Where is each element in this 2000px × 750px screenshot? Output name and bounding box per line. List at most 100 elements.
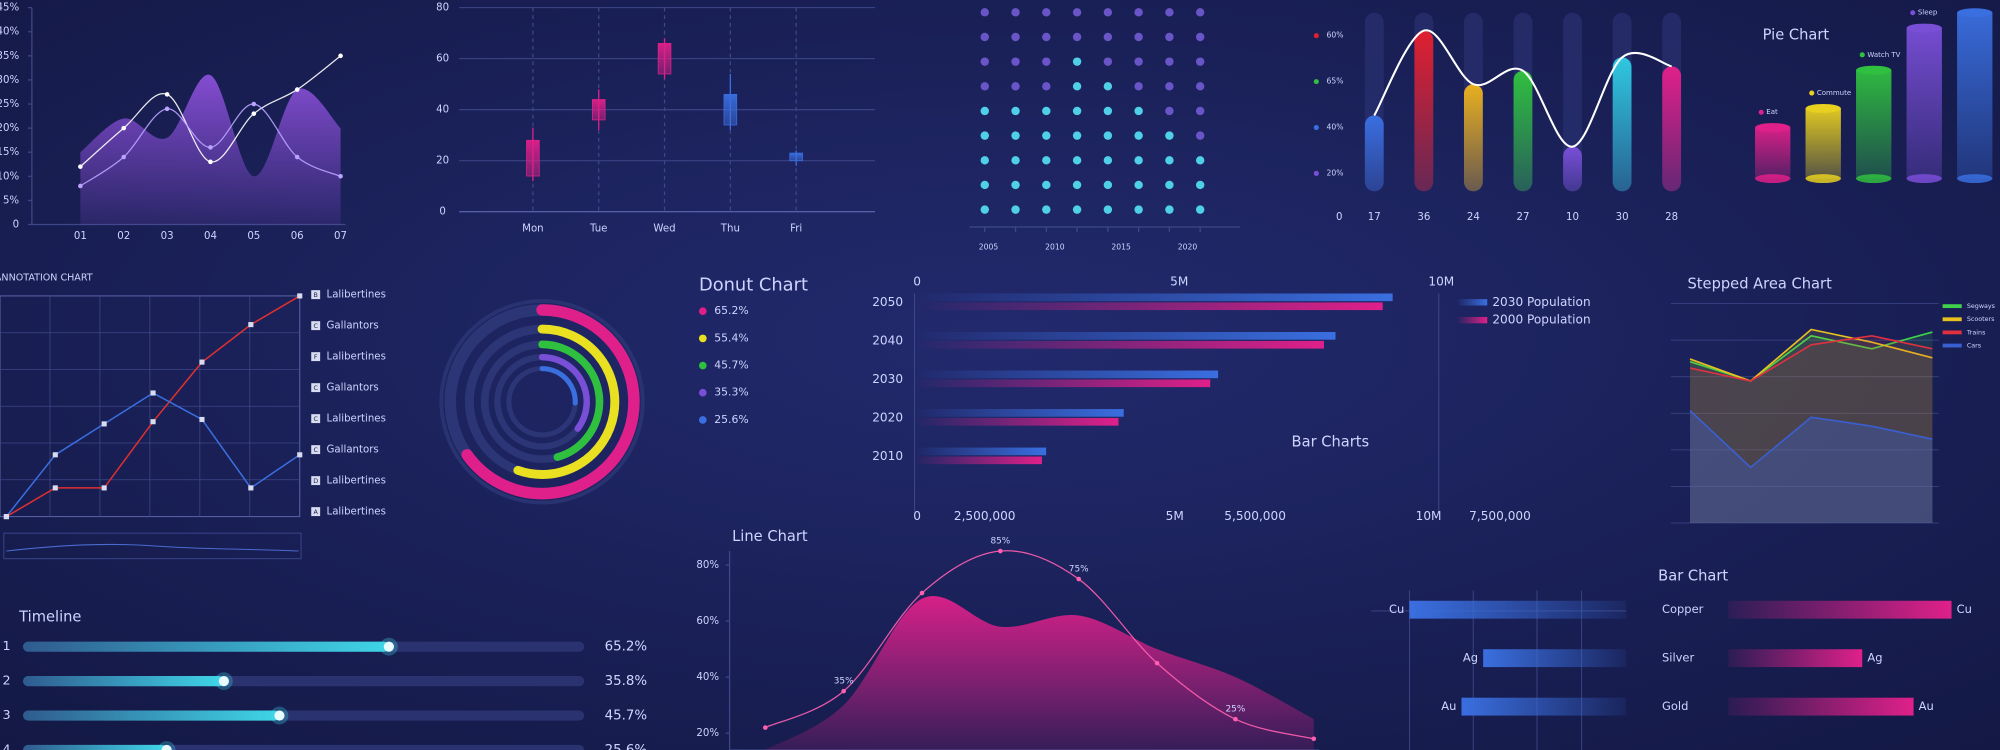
data-label: 25% — [1226, 704, 1246, 714]
dot — [1072, 156, 1082, 165]
point — [208, 159, 213, 165]
cylinder-base — [1906, 174, 1942, 184]
line — [1689, 328, 1933, 382]
dot — [1195, 32, 1205, 42]
annotation-box — [311, 321, 321, 331]
dot — [1103, 32, 1113, 42]
dot — [1042, 8, 1051, 17]
dot — [1165, 82, 1174, 91]
y-tick-label: 2040 — [872, 333, 903, 347]
area — [765, 595, 1314, 750]
y-tick-label: 60% — [696, 616, 719, 627]
dot — [1103, 106, 1113, 116]
bar — [1728, 697, 1914, 716]
cylinder — [1805, 108, 1841, 179]
bar — [914, 293, 1393, 302]
dot-column — [1103, 8, 1113, 214]
chart-title: Timeline — [18, 608, 81, 625]
dot — [1134, 106, 1143, 116]
annotation-box — [311, 352, 321, 362]
dot — [1042, 131, 1051, 140]
dot — [1042, 82, 1051, 91]
x-tick-label: 2020 — [1178, 242, 1198, 251]
dot — [1165, 205, 1174, 214]
annotation-marker: C — [313, 415, 318, 423]
legend-swatch — [698, 416, 707, 424]
point — [52, 452, 58, 458]
legend-swatch — [1313, 33, 1319, 39]
dot — [1011, 156, 1020, 165]
point — [248, 322, 254, 328]
y-tick-label: 80 — [436, 3, 449, 14]
point — [338, 174, 343, 179]
x-tick-label: 04 — [204, 231, 217, 242]
dot — [1103, 180, 1113, 190]
ring-arc — [538, 353, 590, 432]
dot — [1165, 32, 1174, 42]
chart-title: ANNOTATION CHART — [0, 273, 93, 284]
row-label: 2 — [3, 674, 11, 689]
ring-arc — [513, 324, 620, 479]
legend-swatch — [1313, 125, 1319, 131]
dot — [1195, 131, 1205, 140]
cylinder-base — [1856, 174, 1892, 184]
x-tick-label: 0 — [913, 274, 921, 288]
point — [294, 154, 300, 160]
area — [1690, 332, 1933, 523]
x-tick-label: 5M — [1170, 274, 1188, 288]
point — [164, 106, 170, 112]
dot — [1134, 8, 1143, 17]
dot — [1072, 180, 1082, 190]
dot — [1103, 82, 1113, 91]
dot — [1165, 57, 1174, 66]
annotation-label: Lalibertines — [327, 476, 386, 487]
dot — [1072, 8, 1082, 17]
data-label: 35% — [834, 676, 854, 686]
point — [78, 164, 83, 169]
legend-label: 55.4% — [714, 331, 748, 344]
origin-label: 0 — [1336, 212, 1342, 223]
x-tick-label: 01 — [74, 231, 87, 242]
y-tick-label: 20% — [696, 728, 719, 739]
knob — [161, 744, 172, 750]
ring-arc — [461, 304, 640, 500]
x-tick-label: Mon — [522, 223, 543, 234]
bar — [1463, 84, 1483, 192]
point — [121, 154, 127, 160]
dot — [1195, 205, 1205, 214]
bar — [1662, 66, 1682, 192]
legend-swatch — [1942, 317, 1962, 322]
legend-swatch — [1456, 299, 1488, 306]
dot — [1134, 57, 1143, 66]
dot — [980, 82, 989, 91]
bar — [914, 447, 1047, 456]
cylinder-base — [1957, 174, 1993, 184]
annotation-label: Lalibertines — [327, 352, 386, 363]
category-label: Silver — [1662, 651, 1694, 665]
y-tick-label: 80% — [696, 560, 719, 571]
annotation-box — [311, 445, 321, 455]
knob — [274, 710, 285, 721]
bar — [914, 456, 1042, 465]
bar — [914, 302, 1383, 311]
dot — [1042, 57, 1051, 66]
legend-swatch — [698, 388, 707, 397]
row-label: 1 — [3, 639, 11, 654]
symbol-label: Cu — [1389, 602, 1404, 616]
y-tick-label: 15% — [0, 147, 19, 158]
legend-swatch — [1942, 330, 1962, 335]
y-tick-label: 20% — [0, 123, 19, 134]
point — [297, 293, 303, 299]
ring-arc — [539, 366, 578, 406]
dot — [1011, 180, 1020, 190]
point — [3, 514, 9, 520]
x-tick-label: 07 — [334, 231, 347, 242]
bar — [1409, 600, 1627, 619]
candle-body — [657, 42, 672, 75]
dot-column — [1165, 8, 1174, 214]
bar — [914, 417, 1119, 426]
dot — [1103, 156, 1113, 165]
point — [919, 590, 925, 596]
annotation-box — [311, 476, 321, 486]
cylinder — [1906, 28, 1942, 179]
